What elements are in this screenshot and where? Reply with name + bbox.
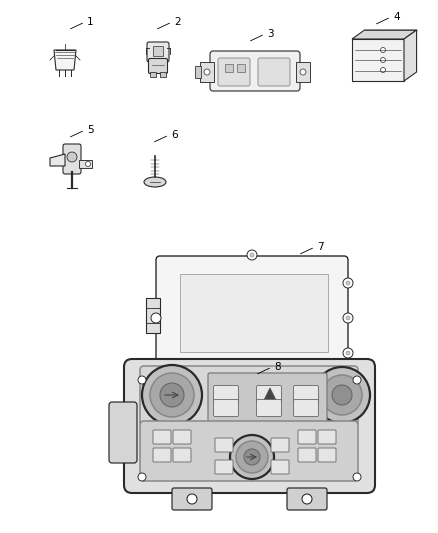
Text: 1: 1: [87, 17, 94, 27]
Circle shape: [142, 365, 202, 425]
Circle shape: [302, 494, 312, 504]
Text: 6: 6: [171, 130, 178, 140]
FancyBboxPatch shape: [210, 51, 300, 91]
FancyBboxPatch shape: [63, 144, 81, 174]
Text: 4: 4: [393, 12, 399, 22]
Bar: [160, 72, 166, 77]
FancyBboxPatch shape: [271, 460, 289, 474]
Circle shape: [230, 435, 274, 479]
Bar: [225, 64, 233, 72]
Circle shape: [204, 69, 210, 75]
Polygon shape: [50, 154, 65, 166]
Circle shape: [343, 278, 353, 288]
Circle shape: [353, 376, 361, 384]
Circle shape: [247, 250, 257, 260]
Bar: [153, 46, 163, 56]
Polygon shape: [352, 39, 404, 81]
Circle shape: [343, 348, 353, 358]
FancyBboxPatch shape: [156, 256, 348, 369]
FancyBboxPatch shape: [287, 488, 327, 510]
Circle shape: [322, 375, 362, 415]
Bar: [180, 274, 328, 352]
FancyBboxPatch shape: [298, 430, 316, 444]
FancyBboxPatch shape: [153, 430, 171, 444]
FancyBboxPatch shape: [318, 448, 336, 462]
FancyBboxPatch shape: [173, 430, 191, 444]
Polygon shape: [352, 30, 417, 39]
FancyBboxPatch shape: [293, 385, 318, 402]
Bar: [150, 72, 156, 77]
Bar: [296, 62, 310, 82]
Circle shape: [300, 69, 306, 75]
Polygon shape: [54, 50, 76, 70]
FancyBboxPatch shape: [140, 421, 358, 481]
Circle shape: [343, 313, 353, 323]
Text: 2: 2: [174, 17, 180, 27]
FancyBboxPatch shape: [257, 385, 282, 402]
FancyBboxPatch shape: [213, 385, 239, 402]
Bar: [242, 365, 262, 377]
Bar: [146, 298, 160, 333]
Circle shape: [381, 68, 385, 72]
Bar: [195, 66, 201, 78]
Circle shape: [346, 281, 350, 285]
Circle shape: [314, 367, 370, 423]
FancyBboxPatch shape: [109, 402, 137, 463]
Ellipse shape: [144, 177, 166, 187]
Text: 5: 5: [87, 125, 94, 135]
FancyBboxPatch shape: [215, 460, 233, 474]
Circle shape: [381, 58, 385, 62]
Circle shape: [346, 316, 350, 320]
Circle shape: [236, 441, 268, 473]
Circle shape: [187, 494, 197, 504]
Circle shape: [160, 383, 184, 407]
FancyBboxPatch shape: [208, 373, 327, 422]
FancyBboxPatch shape: [318, 430, 336, 444]
FancyBboxPatch shape: [153, 448, 171, 462]
Circle shape: [151, 313, 161, 323]
FancyBboxPatch shape: [173, 448, 191, 462]
FancyBboxPatch shape: [218, 58, 250, 86]
Circle shape: [138, 376, 146, 384]
FancyBboxPatch shape: [148, 59, 167, 74]
Polygon shape: [264, 388, 276, 400]
Bar: [200, 62, 214, 82]
Circle shape: [138, 473, 146, 481]
Text: 7: 7: [317, 242, 324, 252]
Circle shape: [150, 373, 194, 417]
Text: 3: 3: [267, 29, 274, 39]
Circle shape: [381, 47, 385, 52]
Circle shape: [332, 385, 352, 405]
FancyBboxPatch shape: [258, 58, 290, 86]
FancyBboxPatch shape: [213, 400, 239, 416]
FancyBboxPatch shape: [147, 42, 169, 62]
FancyBboxPatch shape: [215, 438, 233, 452]
FancyBboxPatch shape: [271, 438, 289, 452]
Polygon shape: [404, 30, 417, 81]
FancyBboxPatch shape: [172, 488, 212, 510]
Circle shape: [244, 449, 260, 465]
Circle shape: [353, 473, 361, 481]
Circle shape: [250, 253, 254, 257]
Polygon shape: [79, 160, 92, 168]
Circle shape: [67, 152, 77, 162]
Bar: [237, 64, 245, 72]
FancyBboxPatch shape: [124, 359, 375, 493]
FancyBboxPatch shape: [257, 400, 282, 416]
Circle shape: [85, 161, 91, 166]
Circle shape: [346, 351, 350, 355]
FancyBboxPatch shape: [140, 366, 358, 426]
Text: 8: 8: [274, 362, 281, 372]
FancyBboxPatch shape: [293, 400, 318, 416]
FancyBboxPatch shape: [298, 448, 316, 462]
